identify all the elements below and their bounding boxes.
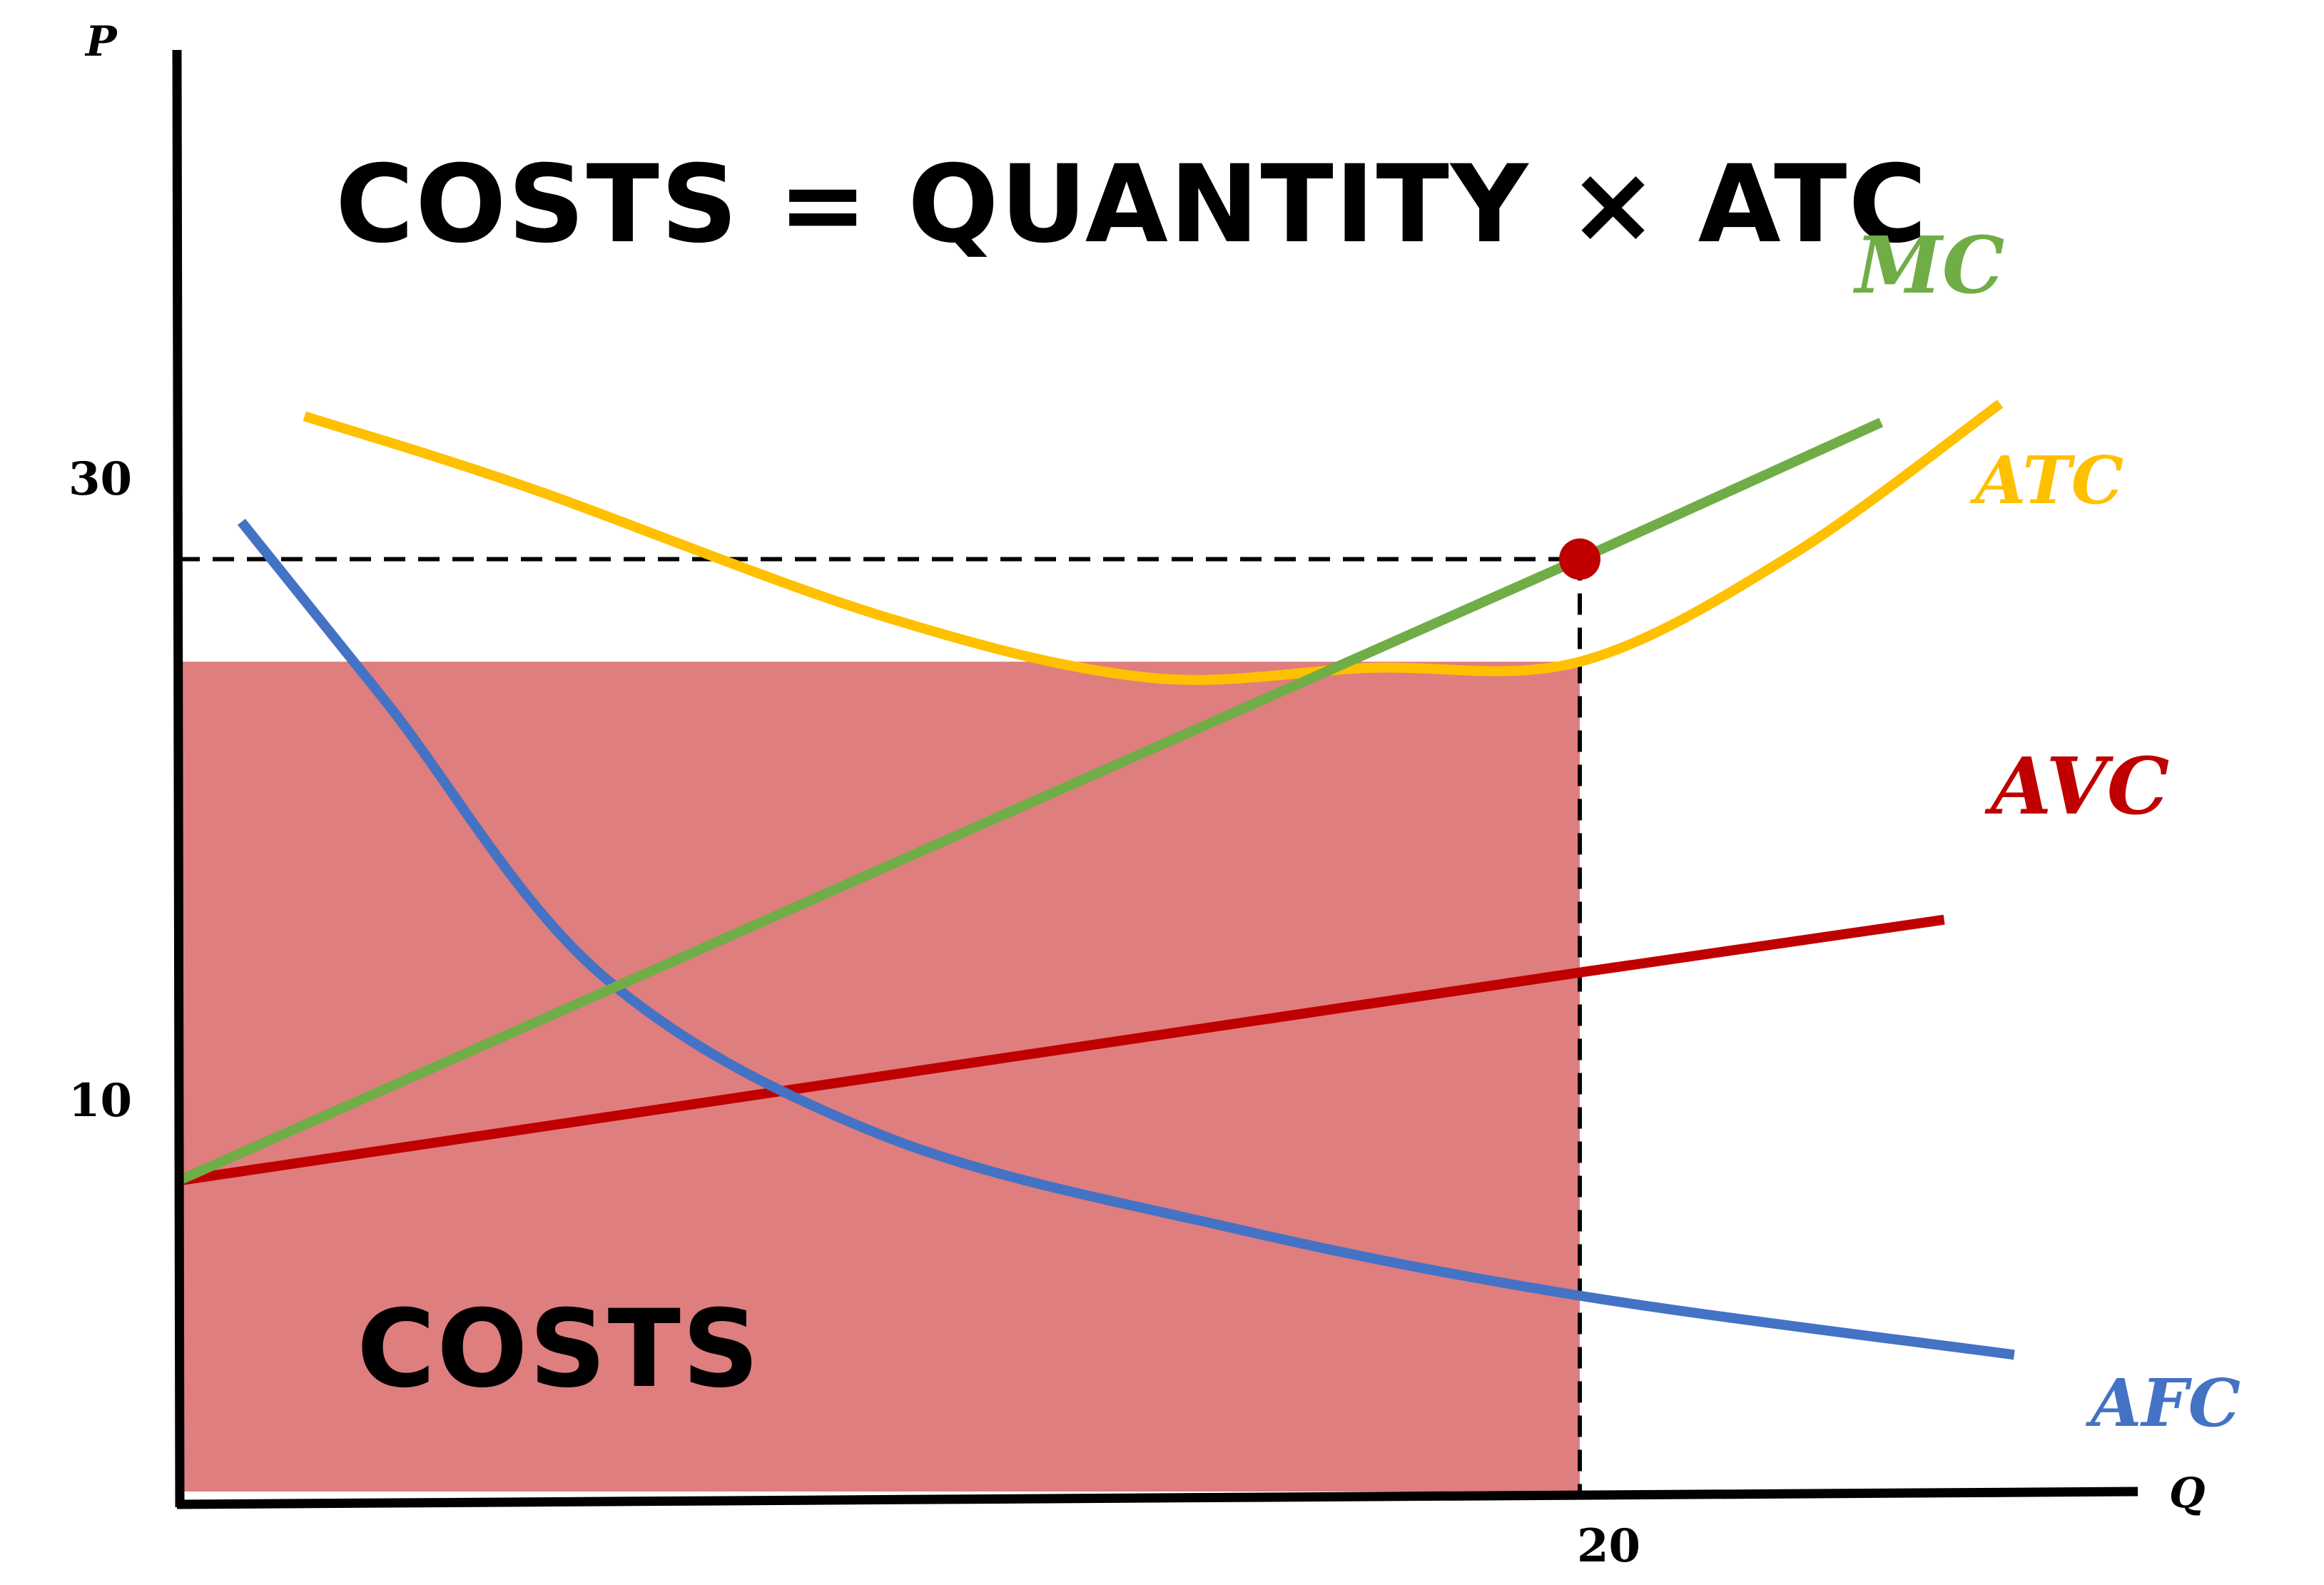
x-axis: [177, 1492, 2138, 1504]
atc-mc-point: [1559, 539, 1600, 580]
avc-label: AVC: [1984, 740, 2169, 832]
chart-title: COSTS = QUANTITY × ATC: [335, 143, 1928, 267]
y-axis-title: P: [84, 17, 118, 66]
atc-label: ATC: [1969, 442, 2123, 519]
atc-curve: [305, 404, 2000, 680]
costs-region-label: COSTS: [357, 1287, 761, 1412]
x-axis-title: Q: [2169, 1469, 2206, 1517]
y-axis: [177, 50, 180, 1507]
y-tick-label-10: 10: [68, 1074, 132, 1128]
mc-label: MC: [1852, 219, 2004, 311]
x-tick-label-20: 20: [1577, 1519, 1640, 1573]
y-tick-label-30: 30: [68, 452, 132, 506]
afc-label: AFC: [2085, 1364, 2241, 1442]
